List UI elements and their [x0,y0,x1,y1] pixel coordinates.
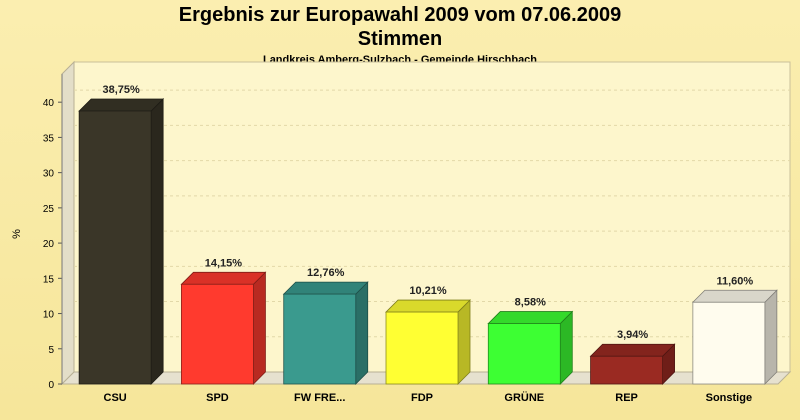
bar [692,301,766,385]
y-tick-label: 35 [43,133,55,144]
bar [590,355,663,385]
category-label: CSU [104,392,127,404]
bar-top [385,299,471,313]
bar [487,323,561,385]
data-label: 10,21% [409,285,447,297]
y-tick-label: 25 [43,204,55,215]
y-tick-label: 40 [43,98,55,109]
data-label: 8,58% [515,297,546,309]
chart-title-line2: Stimmen [357,28,443,50]
y-tick-label: 0 [48,380,54,391]
bar-side [457,299,471,385]
data-label: 14,15% [205,257,243,269]
y-tick-label: 5 [48,345,54,356]
category-label: FDP [411,392,433,404]
data-label: 38,75% [102,84,140,96]
bar-side [355,281,369,385]
category-label: Sonstige [706,392,752,404]
y-axis-label: % [11,229,23,239]
bar-top [78,98,165,112]
bar-top [282,281,369,295]
chart-title: Ergebnis zur Europawahl 2009 vom 07.06.2… [178,4,622,26]
bar-side [764,289,778,385]
plot-side-wall [61,60,75,386]
bar [181,283,254,385]
bar-side [253,271,266,385]
category-label: REP [615,392,638,404]
y-tick-label: 15 [43,274,55,285]
y-tick-label: 30 [43,169,55,180]
category-label: SPD [206,392,229,404]
bar-top [589,343,676,357]
bar [78,110,152,385]
bar-side [150,98,164,385]
category-label: FW FRE... [294,392,345,404]
y-tick-label: 10 [43,310,55,321]
category-label: GRÜNE [504,391,544,404]
bar-top [487,311,574,324]
bar [283,293,357,385]
y-tick-label: 20 [43,239,55,250]
data-label: 11,60% [717,275,754,287]
bar [385,311,459,385]
data-label: 12,76% [307,267,345,279]
data-label: 3,94% [617,329,648,341]
bar-side [559,310,573,385]
bar-top [691,289,778,303]
bar-top [180,271,267,285]
